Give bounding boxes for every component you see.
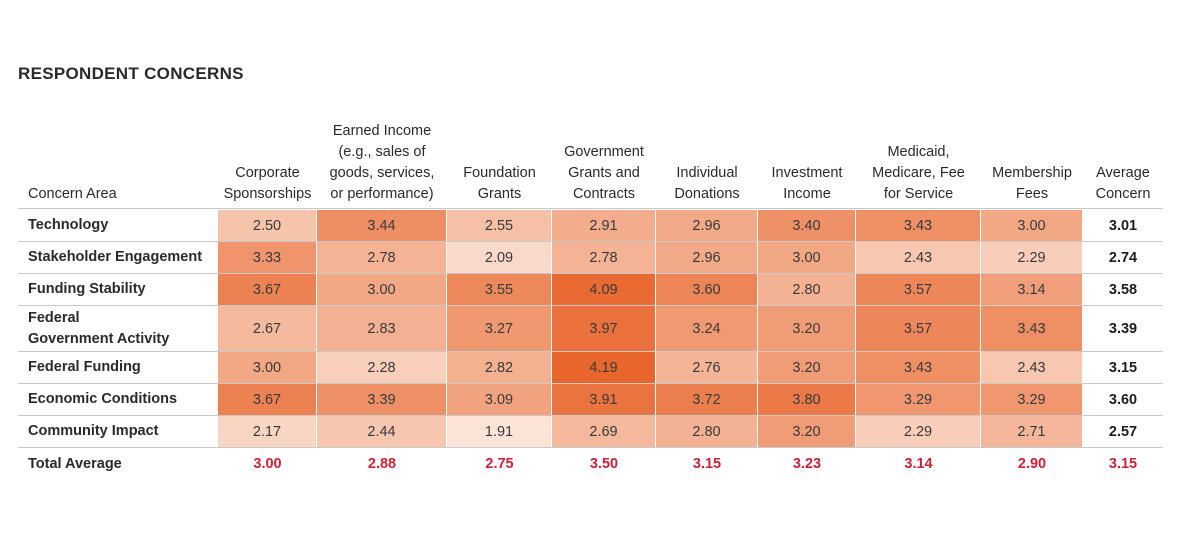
heatmap-cell: 3.97 (552, 306, 655, 351)
heatmap-cell: 3.14 (981, 274, 1082, 305)
heatmap-cell: 3.24 (656, 306, 757, 351)
row-label: Economic Conditions (28, 391, 178, 407)
heatmap-cell: 3.29 (856, 384, 980, 415)
heatmap-cell: 3.72 (656, 384, 757, 415)
heatmap-cell: 3.27 (447, 306, 551, 351)
heatmap-cell: 4.09 (552, 274, 655, 305)
total-average-value: 3.00 (253, 455, 282, 472)
heatmap-cell: 2.78 (552, 242, 655, 273)
heatmap-cell: 3.57 (856, 274, 980, 305)
row-divider (18, 273, 1163, 274)
row-divider (18, 208, 1163, 209)
heatmap-cell: 2.80 (656, 416, 757, 447)
heatmap-cell: 3.60 (656, 274, 757, 305)
row-label: Community Impact (28, 423, 159, 439)
heatmap-cell: 2.43 (856, 242, 980, 273)
heatmap-cell: 3.20 (758, 352, 855, 383)
average-header: Average Concern (1095, 165, 1151, 202)
column-header: Earned Income (e.g., sales of goods, ser… (329, 123, 435, 202)
row-label: Stakeholder Engagement (28, 249, 203, 265)
heatmap-cell: 2.69 (552, 416, 655, 447)
heatmap-cell: 3.43 (981, 306, 1082, 351)
row-label: Funding Stability (28, 281, 146, 297)
heatmap-cell: 2.29 (981, 242, 1082, 273)
heatmap-cell: 3.20 (758, 416, 855, 447)
heatmap-cell: 2.09 (447, 242, 551, 273)
total-average-value: 2.88 (367, 455, 397, 472)
row-label: Technology (28, 217, 109, 233)
column-header: Membership Fees (992, 165, 1072, 202)
heatmap-cell: 3.33 (218, 242, 316, 273)
heatmap-cell: 2.96 (656, 210, 757, 241)
heatmap-cell: 2.76 (656, 352, 757, 383)
row-average: 3.15 (1108, 359, 1138, 376)
column-header: Individual Donations (674, 165, 740, 202)
heatmap-cell: 3.09 (447, 384, 551, 415)
heatmap-cell: 3.43 (856, 210, 980, 241)
column-header: Investment Income (771, 165, 843, 202)
heatmap-cell: 2.29 (856, 416, 980, 447)
heatmap-cell: 3.00 (758, 242, 855, 273)
heatmap-cell: 2.71 (981, 416, 1082, 447)
total-row-label: Total Average (28, 455, 122, 472)
row-average: 3.01 (1108, 217, 1138, 234)
total-average-value: 3.14 (904, 455, 933, 472)
row-divider (18, 305, 1163, 306)
column-header: Corporate Sponsorships (223, 165, 312, 202)
heatmap-cell: 3.91 (552, 384, 655, 415)
row-header: Concern Area (28, 186, 117, 202)
row-average: 3.58 (1108, 281, 1138, 298)
total-average-value: 3.50 (589, 455, 619, 472)
heatmap-cell: 2.44 (317, 416, 446, 447)
heatmap-cell: 2.50 (218, 210, 316, 241)
heatmap-cell: 2.82 (447, 352, 551, 383)
total-average-value: 2.90 (1017, 455, 1047, 472)
heatmap-cell: 2.80 (758, 274, 855, 305)
heatmap-cell: 2.43 (981, 352, 1082, 383)
heatmap-cell: 3.00 (218, 352, 316, 383)
heatmap-cell: 3.67 (218, 274, 316, 305)
heatmap-cell: 2.78 (317, 242, 446, 273)
chart-title: RESPONDENT CONCERNS (18, 64, 244, 83)
column-header: Medicaid, Medicare, Fee for Service (872, 144, 965, 202)
row-divider (18, 415, 1163, 416)
heatmap-cell: 3.00 (317, 274, 446, 305)
row-divider (18, 447, 1163, 448)
row-divider (18, 351, 1163, 352)
heatmap-cell: 3.57 (856, 306, 980, 351)
heatmap-cell: 3.67 (218, 384, 316, 415)
total-average-overall: 3.15 (1108, 455, 1138, 472)
heatmap-cell: 3.39 (317, 384, 446, 415)
heatmap-cell: 2.55 (447, 210, 551, 241)
heatmap-cell: 2.67 (218, 306, 316, 351)
heatmap-cell: 2.17 (218, 416, 316, 447)
heatmap-cell: 3.80 (758, 384, 855, 415)
row-divider (18, 241, 1163, 242)
heatmap-cell: 4.19 (552, 352, 655, 383)
column-header: Government Grants and Contracts (564, 144, 644, 202)
heatmap-cell: 3.40 (758, 210, 855, 241)
heatmap-cell: 2.96 (656, 242, 757, 273)
row-average: 3.60 (1108, 391, 1138, 408)
column-header: Foundation Grants (463, 165, 536, 202)
total-average-value: 3.23 (792, 455, 822, 472)
heatmap-cell: 2.91 (552, 210, 655, 241)
heatmap-cell: 3.29 (981, 384, 1082, 415)
heatmap-cell: 1.91 (447, 416, 551, 447)
heatmap-cell: 2.28 (317, 352, 446, 383)
row-average: 2.57 (1108, 423, 1138, 440)
total-average-value: 3.15 (692, 455, 722, 472)
heatmap-cell: 3.00 (981, 210, 1082, 241)
heatmap-cell: 3.44 (317, 210, 446, 241)
row-label: Federal Government Activity (28, 309, 170, 347)
row-divider (18, 383, 1163, 384)
heatmap-cell: 2.83 (317, 306, 446, 351)
heatmap-cell: 3.55 (447, 274, 551, 305)
heatmap-cell: 3.43 (856, 352, 980, 383)
row-average: 3.39 (1108, 320, 1138, 337)
heatmap-cell: 3.20 (758, 306, 855, 351)
row-label: Federal Funding (28, 359, 141, 375)
row-average: 2.74 (1108, 249, 1138, 266)
total-average-value: 2.75 (485, 455, 514, 472)
